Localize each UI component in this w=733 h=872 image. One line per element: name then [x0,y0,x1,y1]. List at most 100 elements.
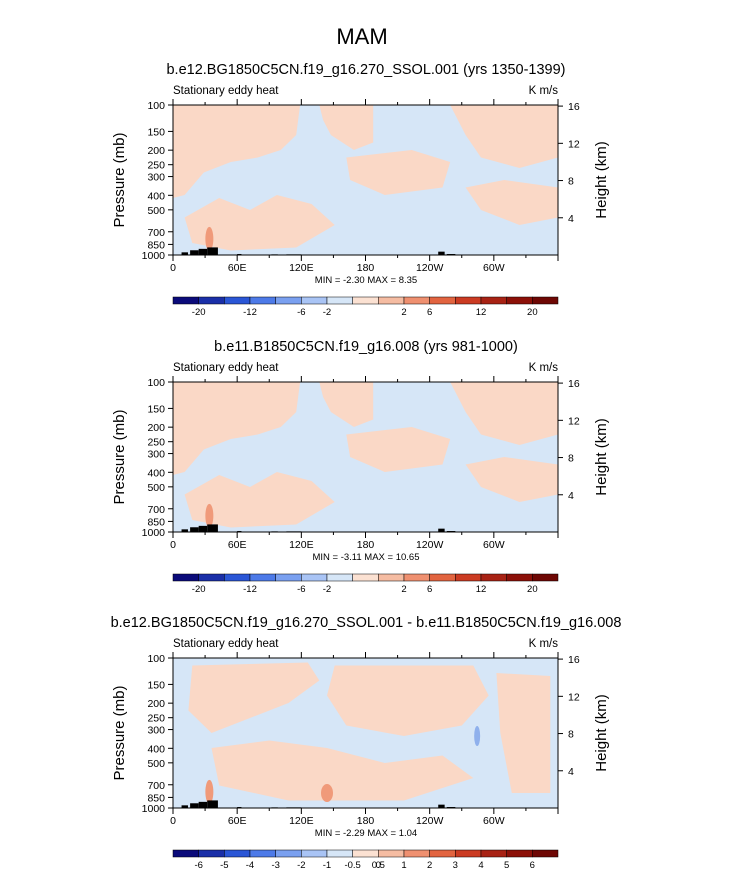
colorbar-label: -6 [297,307,305,318]
positive-region-1 [173,382,301,475]
colorbar-label: -4 [246,860,254,871]
y-tick-label: 200 [147,422,165,434]
positive-region-1 [188,662,320,733]
colorbar-swatch [172,849,199,858]
colorbar-label: -2 [297,860,305,871]
topography-block [438,804,445,808]
colorbar-swatch [352,573,379,582]
x-tick-label: 60W [483,539,505,551]
y-tick-label: 1000 [142,250,166,262]
panel-units-label: K m/s [529,85,559,97]
topography-block [190,250,199,255]
colorbar-label: -5 [220,860,228,871]
colorbar-label: 0 [376,860,381,871]
colorbar-label: -2 [323,307,331,318]
topography-block [198,801,208,808]
y-tick-label: 850 [147,516,165,528]
x-tick-label: 120E [289,539,314,551]
y-right-tick-label: 4 [568,490,574,502]
colorbar-swatch [224,849,251,858]
y-tick-label: 200 [147,698,165,710]
topography-block [198,248,208,255]
y-tick-label: 1000 [142,527,166,539]
y-tick-label: 850 [147,792,165,804]
max-feature [205,503,214,528]
topography-block [438,528,445,532]
colorbar-swatch [455,849,482,858]
y-tick-label: 850 [147,239,165,251]
panel-title: b.e12.BG1850C5CN.f19_g16.270_SSOL.001 (y… [166,62,565,78]
topography-block [190,803,199,808]
y-tick-label: 150 [147,126,165,138]
chart-panel-2: b.e11.B1850C5CN.f19_g16.008 (yrs 981-100… [111,339,610,595]
max-feature [205,226,214,251]
colorbar-swatch [506,573,533,582]
x-tick-label: 120E [289,262,314,274]
colorbar-label: 6 [530,860,535,871]
positive-region-6 [465,180,558,225]
colorbar-swatch [532,573,559,582]
colorbar-swatch [378,573,405,582]
y-right-tick-label: 4 [568,213,574,225]
colorbar-swatch [275,296,302,305]
positive-region-4 [496,673,551,793]
colorbar-label: 2 [427,860,432,871]
panel-variable-label: Stationary eddy heat [173,638,279,650]
colorbar-label: 4 [478,860,483,871]
y-right-tick-label: 12 [568,691,580,703]
y-tick-label: 1000 [142,803,166,815]
positive-region-1 [173,105,301,198]
y-tick-label: 100 [147,100,165,112]
y-tick-label: 500 [147,482,165,494]
colorbar-swatch [326,296,353,305]
colorbar-swatch [532,849,559,858]
x-tick-label: 180 [357,262,375,274]
x-tick-label: 120E [289,815,314,827]
y-tick-label: 250 [147,160,165,172]
colorbar-label: -3 [271,860,279,871]
colorbar-swatch [455,573,482,582]
x-tick-label: 120W [416,815,444,827]
y-right-tick-label: 16 [568,378,580,390]
topography-block [190,527,199,532]
y-right-axis-label: Height (km) [593,694,610,772]
colorbar-swatch [249,849,276,858]
y-tick-label: 300 [147,172,165,184]
panel-units-label: K m/s [529,638,559,650]
chart-panel-3: b.e12.BG1850C5CN.f19_g16.270_SSOL.001 - … [111,615,622,871]
x-tick-label: 120W [416,262,444,274]
colorbar-label: -12 [243,307,257,318]
colorbar-label: -2 [323,584,331,595]
y-right-tick-label: 12 [568,415,580,427]
colorbar-label: 3 [453,860,458,871]
panel-title: b.e11.B1850C5CN.f19_g16.008 (yrs 981-100… [214,339,518,355]
colorbar-label: 20 [527,307,538,318]
colorbar-swatch [275,849,302,858]
y-tick-label: 250 [147,437,165,449]
colorbar-swatch [326,849,353,858]
colorbar-swatch [352,849,379,858]
y-tick-label: 500 [147,758,165,770]
x-tick-label: 180 [357,815,375,827]
colorbar-swatch [301,849,328,858]
colorbar-swatch [198,849,225,858]
colorbar-swatch [480,296,507,305]
colorbar-swatch [198,296,225,305]
positive-region-4 [450,382,558,445]
colorbar-label: 20 [527,584,538,595]
colorbar-swatch [429,296,456,305]
topography-block [207,524,218,532]
figure-title: MAM [336,24,387,49]
colorbar-label: 12 [476,584,487,595]
panels: b.e12.BG1850C5CN.f19_g16.270_SSOL.001 (y… [111,62,622,871]
panel-title: b.e12.BG1850C5CN.f19_g16.270_SSOL.001 - … [111,615,622,631]
y-tick-label: 250 [147,713,165,725]
y-tick-label: 150 [147,679,165,691]
panel-variable-label: Stationary eddy heat [173,362,279,374]
positive-region-5 [184,472,335,528]
positive-region-3 [346,427,451,472]
colorbar-swatch [326,573,353,582]
colorbar-swatch [198,573,225,582]
y-right-axis-label: Height (km) [593,418,610,496]
colorbar-swatch [403,573,430,582]
